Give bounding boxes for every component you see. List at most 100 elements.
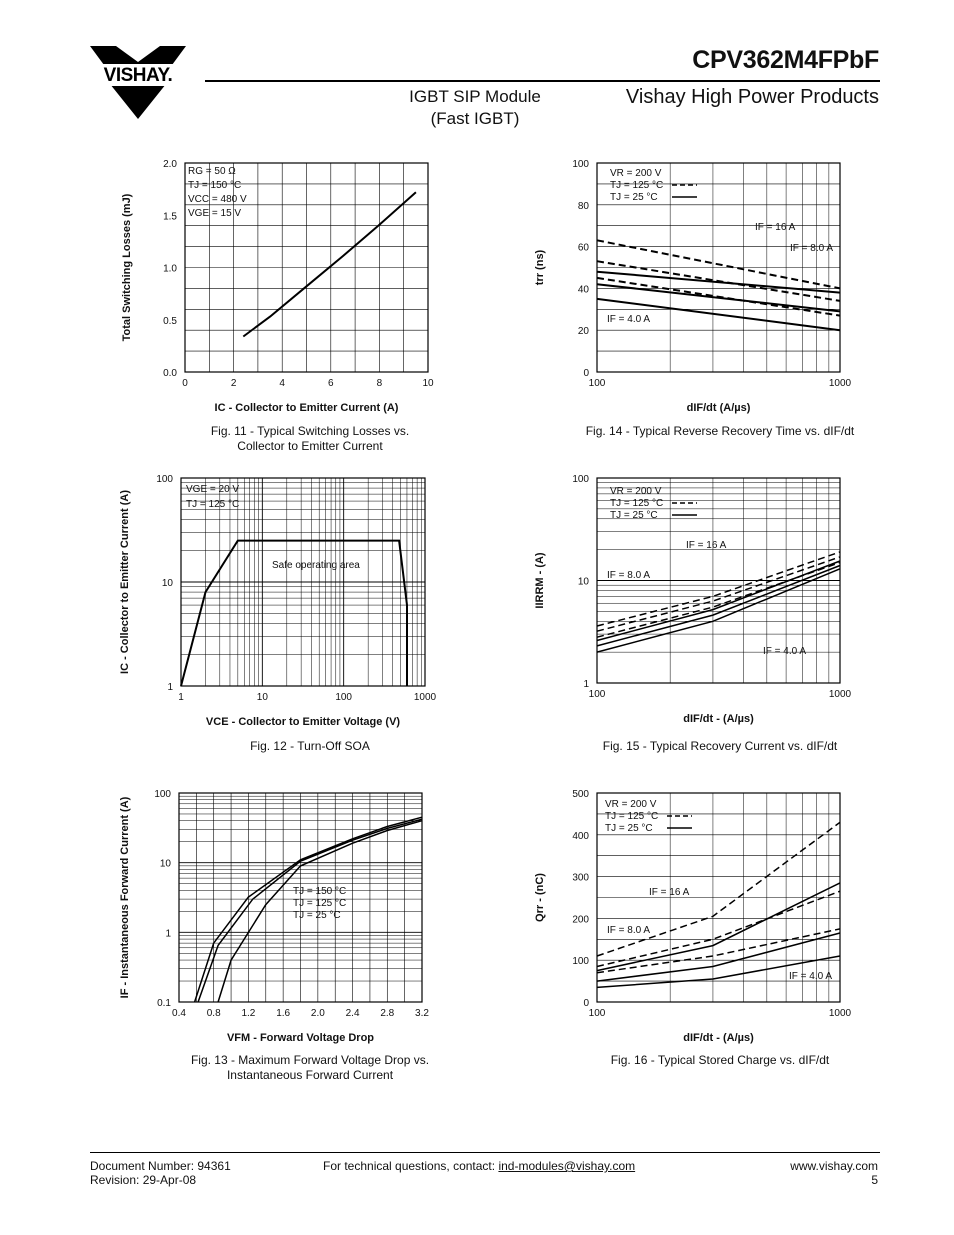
fig14-series-line (596, 260, 841, 302)
fig13-chart: 0.4 0.8 1.2 1.6 2.0 2.4 2.8 3.2 0.1 1 10 100 VFM - F… (119, 789, 429, 1044)
fig13-series-line (197, 818, 423, 1003)
fig16-conditions: VR = 200 VTJ = 125 °CTJ = 25 °C (605, 799, 692, 834)
fig11-condition-text: VGE = 15 V (188, 208, 241, 219)
vishay-logo: VISHAY. (88, 46, 188, 119)
fig15-x-tick-label: 100 (589, 689, 606, 700)
fig16-series-line (596, 932, 841, 982)
fig14-annotation: IF = 4.0 A (607, 314, 650, 325)
fig14-chart: 100 1000 0 20 40 60 80 100 dIF/dt (A/µs) trr (ns)… (534, 159, 852, 414)
product-type-line-2: (Fast IGBT) (430, 109, 520, 128)
fig14-series-line (596, 297, 841, 332)
fig13-x-axis-label: VFM - Forward Voltage Drop (227, 1032, 374, 1044)
fig11-frame (184, 162, 429, 373)
fig16-series-line (596, 955, 841, 989)
fig11-y-axis-label: Total Switching Losses (mJ) (121, 193, 133, 341)
fig14-condition-text: TJ = 25 °C (610, 192, 658, 203)
fig15-frame (596, 477, 841, 684)
page-number: 5 (871, 1173, 878, 1187)
fig11-x-tick-label: 0 (182, 378, 188, 389)
fig13-caption: Fig. 13 - Maximum Forward Voltage Drop v… (160, 1053, 460, 1083)
header-rule (205, 80, 880, 82)
fig13-x-tick-label: 2.4 (346, 1008, 360, 1019)
fig15-condition-text: TJ = 25 °C (610, 510, 658, 521)
revision: Revision: 29-Apr-08 (90, 1173, 197, 1187)
fig14-x-axis-label: dIF/dt (A/µs) (687, 402, 751, 414)
fig12-condition-text: VGE = 20 V (186, 484, 239, 495)
fig14-annotation: IF = 16 A (755, 222, 796, 233)
fig15-condition-text: TJ = 125 °C (610, 498, 663, 509)
fig14-x-tick-label: 100 (589, 378, 606, 389)
fig11-condition-text: VCC = 480 V (188, 194, 247, 205)
fig13-caption-line: Instantaneous Forward Current (226, 1068, 394, 1082)
fig13-x-tick-label: 2.0 (311, 1008, 325, 1019)
fig14-condition-text: VR = 200 V (610, 168, 662, 179)
fig16-series-line (596, 928, 841, 974)
fig16-frame (596, 792, 841, 1003)
fig12-chart: 1 10 100 1000 1 10 100 VCE - Collector to Emitt… (119, 474, 437, 728)
fig12-condition-text: TJ = 125 °C (186, 499, 239, 510)
fig14-frame (596, 162, 841, 373)
fig11-y-tick-label: 0.0 (163, 368, 177, 379)
website-link[interactable]: www.vishay.com (790, 1159, 878, 1173)
fig12-x-axis-label: VCE - Collector to Emitter Voltage (V) (206, 716, 400, 728)
fig12-conditions: VGE = 20 V TJ = 125 °C (186, 484, 239, 510)
fig15-series-line (596, 568, 841, 653)
fig15-x-tick-label: 1000 (829, 689, 852, 700)
fig16-condition-text: TJ = 25 °C (605, 823, 653, 834)
fig14-y-tick-label: 100 (572, 159, 589, 170)
fig14-caption: Fig. 14 - Typical Reverse Recovery Time … (560, 424, 880, 439)
fig13-caption-line: Fig. 13 - Maximum Forward Voltage Drop v… (190, 1053, 430, 1067)
fig16-y-tick-label: 100 (572, 956, 589, 967)
fig14-y-axis-label: trr (ns) (534, 249, 546, 285)
fig11-conditions: RG = 50 Ω TJ = 150 °C VCC = 480 V VGE = 15 … (188, 166, 247, 219)
fig15-caption-line: Fig. 15 - Typical Recovery Current vs. d… (602, 739, 838, 753)
fig16-condition-text: VR = 200 V (605, 799, 657, 810)
fig15-series-line (596, 551, 841, 627)
fig16-caption-line: Fig. 16 - Typical Stored Charge vs. dIF/… (610, 1053, 830, 1067)
svg-text:VISHAY.: VISHAY. (104, 65, 173, 86)
fig12-x-tick-label: 1 (178, 692, 184, 703)
contact-email-link[interactable]: ind-modules@vishay.com (498, 1159, 636, 1173)
fig14-x-tick-label: 1000 (829, 378, 852, 389)
fig12-x-tick-label: 100 (335, 692, 352, 703)
fig11-caption: Fig. 11 - Typical Switching Losses vs. C… (170, 424, 450, 454)
fig15-chart: 100 1000 1 10 100 dIF/dt - (A/µs) IIRRM - (A) V… (534, 474, 852, 725)
product-type: IGBT SIP Module (Fast IGBT) (390, 86, 560, 130)
fig14-annotation: IF = 8.0 A (790, 243, 833, 254)
fig13-y-tick-label: 100 (154, 789, 171, 800)
fig15-annotation: IF = 8.0 A (607, 570, 650, 581)
fig12-x-tick-label: 10 (257, 692, 269, 703)
fig14-caption-line: Fig. 14 - Typical Reverse Recovery Time … (585, 424, 855, 438)
fig16-y-axis-label: Qrr - (nC) (534, 873, 546, 922)
fig11-y-tick-label: 2.0 (163, 159, 177, 170)
fig13-x-tick-label: 2.8 (380, 1008, 394, 1019)
fig15-series-line (596, 556, 841, 632)
fig12-caption-line: Fig. 12 - Turn-Off SOA (250, 739, 370, 753)
fig15-series-line (596, 560, 841, 642)
fig14-y-tick-label: 0 (583, 368, 589, 379)
footer-contact: For technical questions, contact: ind-mo… (323, 1159, 635, 1173)
fig16-annotation: IF = 4.0 A (789, 971, 832, 982)
fig16-y-tick-label: 200 (572, 914, 589, 925)
fig15-annotation: IF = 16 A (686, 540, 727, 551)
fig15-y-tick-label: 10 (578, 577, 590, 588)
fig14-y-tick-label: 80 (578, 201, 590, 212)
fig12-y-tick-label: 1 (167, 682, 173, 693)
fig16-y-tick-label: 0 (583, 998, 589, 1009)
fig15-y-tick-label: 100 (572, 474, 589, 485)
fig15-conditions: VR = 200 VTJ = 125 °CTJ = 25 °C (610, 486, 697, 521)
fig13-condition-text: TJ = 150 °C (293, 886, 346, 897)
fig11-x-axis-label: IC - Collector to Emitter Current (A) (215, 402, 399, 414)
contact-prefix: For technical questions, contact: (323, 1159, 499, 1173)
fig16-x-axis-label: dIF/dt - (A/µs) (683, 1032, 754, 1044)
fig11-x-tick-label: 6 (328, 378, 334, 389)
fig11-y-tick-label: 0.5 (163, 316, 177, 327)
fig11-condition-text: RG = 50 Ω (188, 166, 236, 177)
fig11-x-tick-label: 10 (422, 378, 434, 389)
fig13-series-line (193, 816, 423, 1003)
fig15-x-axis-label: dIF/dt - (A/µs) (683, 713, 754, 725)
footer-rule (90, 1152, 880, 1153)
fig13-condition-text: TJ = 25 °C (293, 910, 341, 921)
fig11-x-tick-label: 8 (377, 378, 383, 389)
